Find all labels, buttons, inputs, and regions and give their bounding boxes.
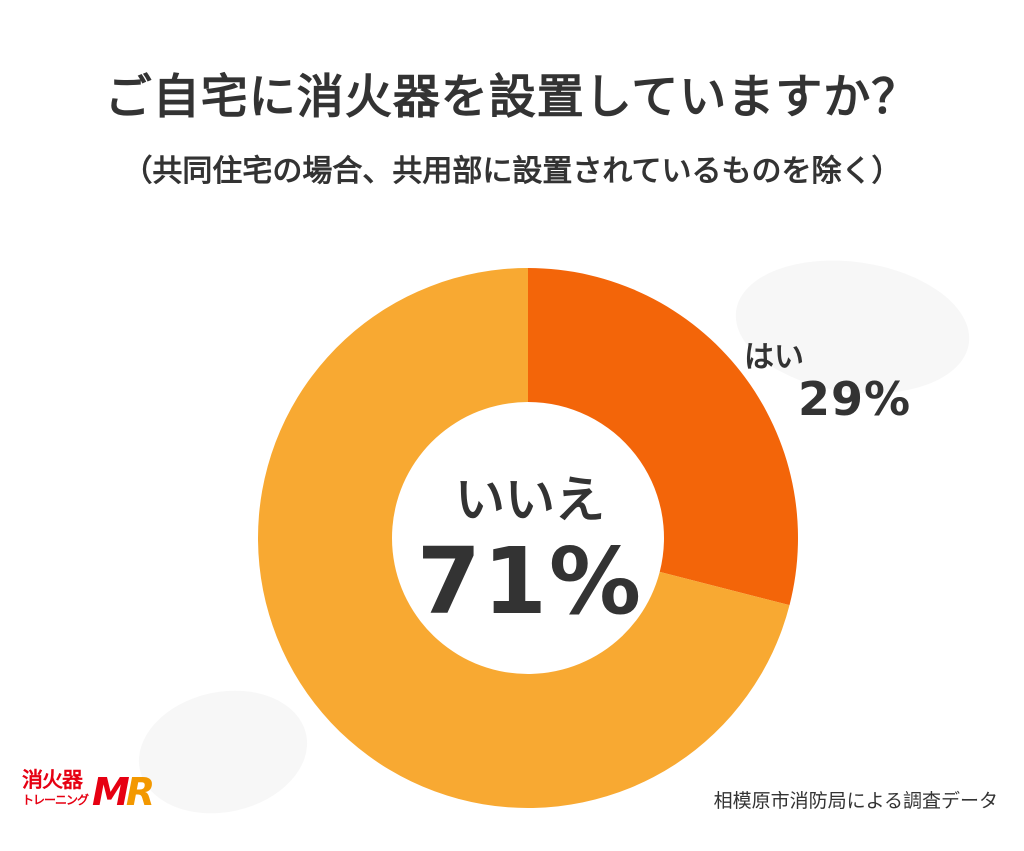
slice-label-yes: はい [744,340,804,375]
slice-yes [528,268,798,606]
logo-text-top: 消火器 [22,767,83,792]
logo-mark-r: R [125,770,155,814]
source-note: 相模原市消防局による調査データ [713,790,998,812]
logo-text-bottom: トレーニング [22,793,89,807]
chart-subtitle: （共同住宅の場合、共用部に設置されているものを除く） [122,154,902,189]
slice-label-no: いいえ [455,471,605,529]
slice-value-no: 71% [416,528,644,635]
brand-logo: 消火器 トレーニング MR [22,764,162,818]
logo-mark: MR [92,770,155,814]
slice-value-yes: 29% [798,372,912,426]
slice-no [258,268,790,808]
chart-title: ご自宅に消火器を設置していますか？ [104,70,920,125]
logo-mark-m: M [92,770,130,814]
